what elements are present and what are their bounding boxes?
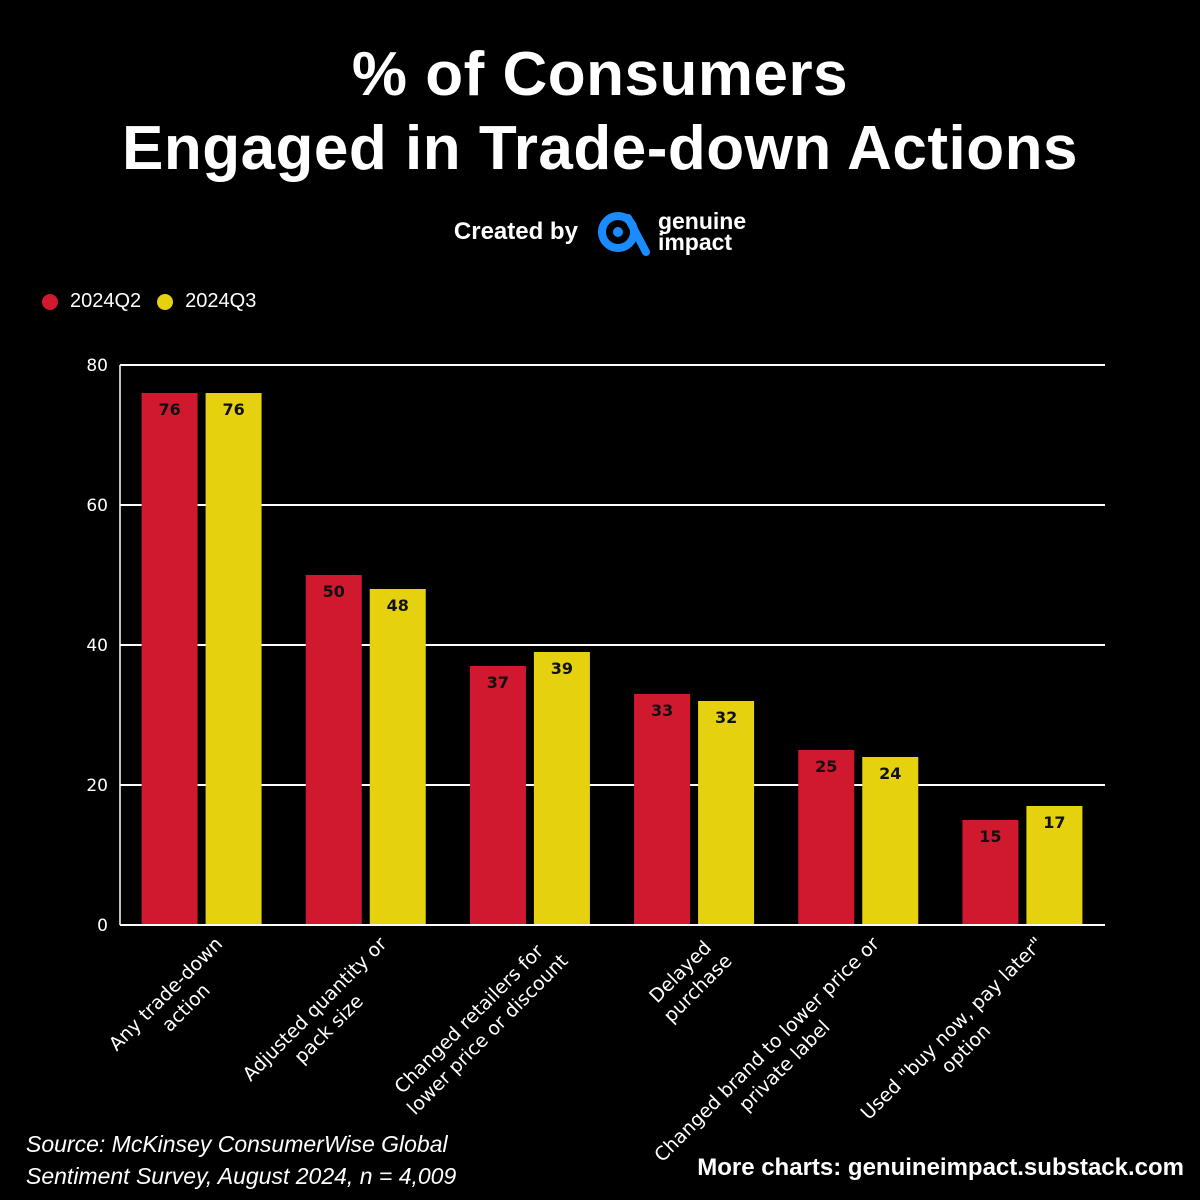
legend-label-2024q2: 2024Q2 xyxy=(70,290,142,312)
x-tick-label-text: Adjusted quantity orpack size xyxy=(239,933,409,1103)
y-tick-label: 60 xyxy=(86,496,108,516)
data-label: 32 xyxy=(715,708,737,727)
data-label: 15 xyxy=(979,827,1001,846)
brand-name-line-2: impact xyxy=(657,229,733,255)
y-tick-label: 40 xyxy=(86,636,108,656)
bar-2024q2 xyxy=(798,750,855,925)
bar-2024q3 xyxy=(205,393,262,925)
bar-2024q3 xyxy=(698,701,755,925)
more-charts-link[interactable]: More charts: genuineimpact.substack.com xyxy=(697,1154,1184,1181)
x-tick-label-line: lower price or discount xyxy=(403,950,572,1119)
bar-2024q3 xyxy=(1026,806,1083,925)
legend-label-2024q3: 2024Q3 xyxy=(185,290,257,312)
genuine-impact-logo-icon xyxy=(597,212,650,256)
bar-2024q3 xyxy=(862,757,919,925)
bar-2024q3 xyxy=(369,589,426,925)
bar-2024q2 xyxy=(305,575,362,925)
x-tick-label-line: Adjusted quantity or xyxy=(239,933,392,1086)
credit: Created by genuine impact xyxy=(0,206,1200,258)
data-label: 17 xyxy=(1043,813,1065,832)
data-label: 24 xyxy=(879,764,901,783)
y-tick-label: 80 xyxy=(86,356,108,376)
x-tick-label: Any trade-downaction xyxy=(105,933,244,1072)
y-tick-label: 20 xyxy=(86,776,108,796)
legend: 2024Q2 2024Q3 xyxy=(42,290,272,313)
credit-label: Created by xyxy=(453,218,578,245)
bar-2024q3 xyxy=(533,652,590,925)
chart-title: % of Consumers Engaged in Trade-down Act… xyxy=(0,38,1200,186)
x-tick-label: Changed retailers forlower price or disc… xyxy=(386,933,572,1119)
source-note: Source: McKinsey ConsumerWise Global Sen… xyxy=(26,1128,456,1192)
x-tick-label-text: Delayedpurchase xyxy=(642,933,736,1027)
data-label: 33 xyxy=(651,701,673,720)
data-label: 76 xyxy=(222,400,244,419)
chart-title-line-1: % of Consumers xyxy=(351,40,849,109)
data-label: 25 xyxy=(815,757,837,776)
legend-dot-2024q2 xyxy=(42,293,58,310)
brand-name-line-1: genuine xyxy=(657,208,747,234)
x-tick-label: Delayedpurchase xyxy=(642,933,737,1028)
legend-item-2024q2: 2024Q2 xyxy=(42,290,141,313)
brand-logo: genuine impact xyxy=(594,206,746,258)
x-tick-label-line: Changed retailers for xyxy=(390,940,548,1098)
data-label: 39 xyxy=(551,659,573,678)
chart-title-line-2: Engaged in Trade-down Actions xyxy=(121,114,1079,183)
data-label: 50 xyxy=(323,582,345,601)
source-line-2: Sentiment Survey, August 2024, n = 4,009 xyxy=(26,1163,457,1189)
x-tick-label-text: Used "buy now, pay later"option xyxy=(857,933,1065,1141)
x-tick-label: Adjusted quantity orpack size xyxy=(239,933,409,1103)
x-tick-label-line: Used "buy now, pay later" xyxy=(857,933,1048,1124)
x-tick-label-text: Changed retailers forlower price or disc… xyxy=(386,933,572,1119)
legend-dot-2024q3 xyxy=(157,293,174,310)
legend-item-2024q3: 2024Q3 xyxy=(157,290,256,313)
bar-2024q2 xyxy=(141,393,198,925)
data-label: 48 xyxy=(387,596,409,615)
bar-2024q2 xyxy=(634,694,691,925)
data-label: 76 xyxy=(158,400,180,419)
bar-2024q2 xyxy=(469,666,526,925)
source-line-1: Source: McKinsey ConsumerWise Global xyxy=(26,1131,448,1157)
data-label: 37 xyxy=(487,673,509,692)
x-tick-label-text: Any trade-downaction xyxy=(105,933,244,1072)
bar-2024q2 xyxy=(962,820,1019,925)
y-tick-label: 0 xyxy=(97,916,108,936)
x-tick-label: Used "buy now, pay later"option xyxy=(857,933,1065,1141)
